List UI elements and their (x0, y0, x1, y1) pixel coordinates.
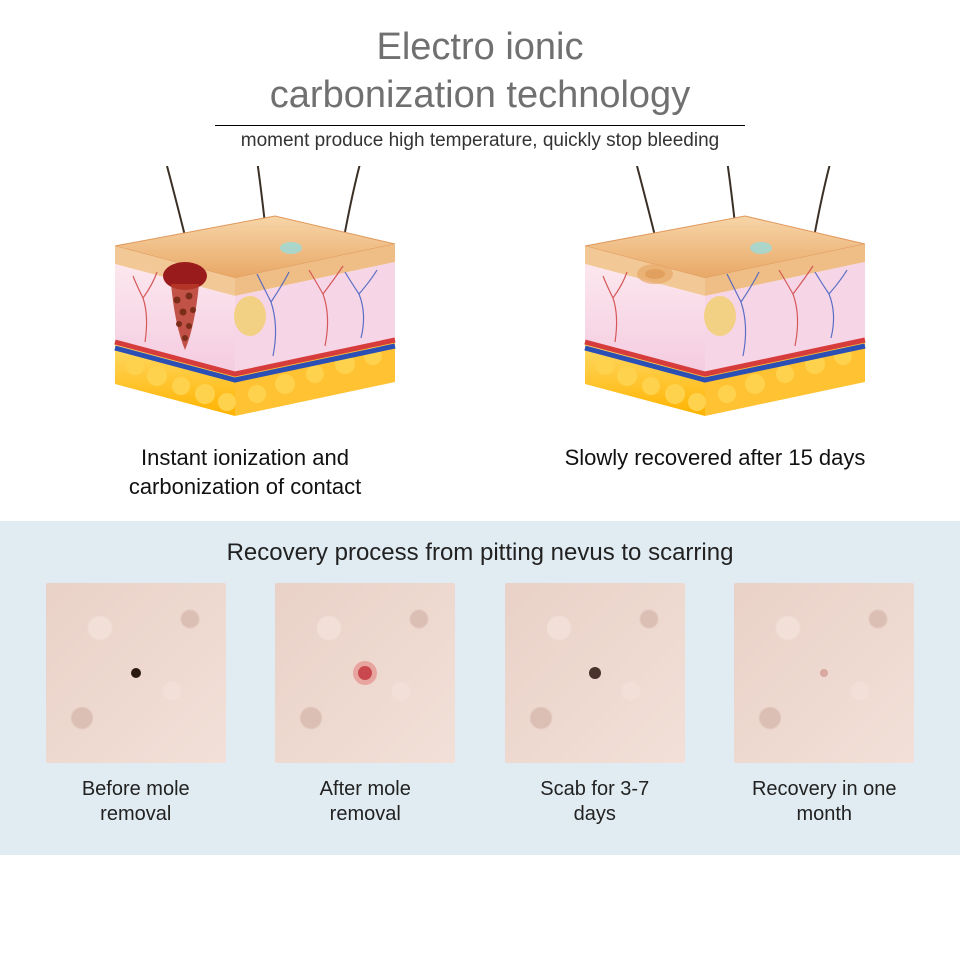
title-line2: carbonization technology (0, 72, 960, 120)
skin-diagrams-row: Instant ionization and carbonization of … (0, 152, 960, 501)
caption-right: Slowly recovered after 15 days (490, 444, 940, 473)
recovery-stages: Before moleremovalAfter moleremovalScab … (30, 583, 930, 827)
skin-block-after (545, 166, 885, 426)
lesion-spot (820, 669, 828, 677)
lesion-spot (131, 668, 141, 678)
skin-swatch (275, 583, 455, 763)
caption-left-line1: Instant ionization and (20, 444, 470, 473)
header: Electro ionic carbonization technology m… (0, 0, 960, 152)
skin-swatch (46, 583, 226, 763)
subtitle: moment produce high temperature, quickly… (0, 130, 960, 152)
recovery-stage: After moleremoval (260, 583, 472, 827)
stage-label-line2: removal (30, 802, 242, 827)
skin-swatch (734, 583, 914, 763)
stage-label-line1: After mole (260, 777, 472, 802)
diagram-right: Slowly recovered after 15 days (490, 166, 940, 501)
title-line1: Electro ionic (0, 24, 960, 72)
stage-label-line2: month (719, 802, 931, 827)
recovery-section: Recovery process from pitting nevus to s… (0, 521, 960, 855)
diagram-left: Instant ionization and carbonization of … (20, 166, 470, 501)
divider (215, 125, 745, 126)
skin-block-before (75, 166, 415, 426)
stage-label-line2: removal (260, 802, 472, 827)
recovery-title: Recovery process from pitting nevus to s… (30, 539, 930, 567)
lesion-spot (589, 667, 601, 679)
skin-swatch (505, 583, 685, 763)
stage-label-line1: Recovery in one (719, 777, 931, 802)
recovery-stage: Scab for 3-7days (489, 583, 701, 827)
lesion-spot (358, 666, 372, 680)
stage-label-line1: Scab for 3-7 (489, 777, 701, 802)
caption-left-line2: carbonization of contact (20, 473, 470, 502)
recovery-stage: Before moleremoval (30, 583, 242, 827)
recovery-stage: Recovery in onemonth (719, 583, 931, 827)
stage-label-line1: Before mole (30, 777, 242, 802)
stage-label-line2: days (489, 802, 701, 827)
